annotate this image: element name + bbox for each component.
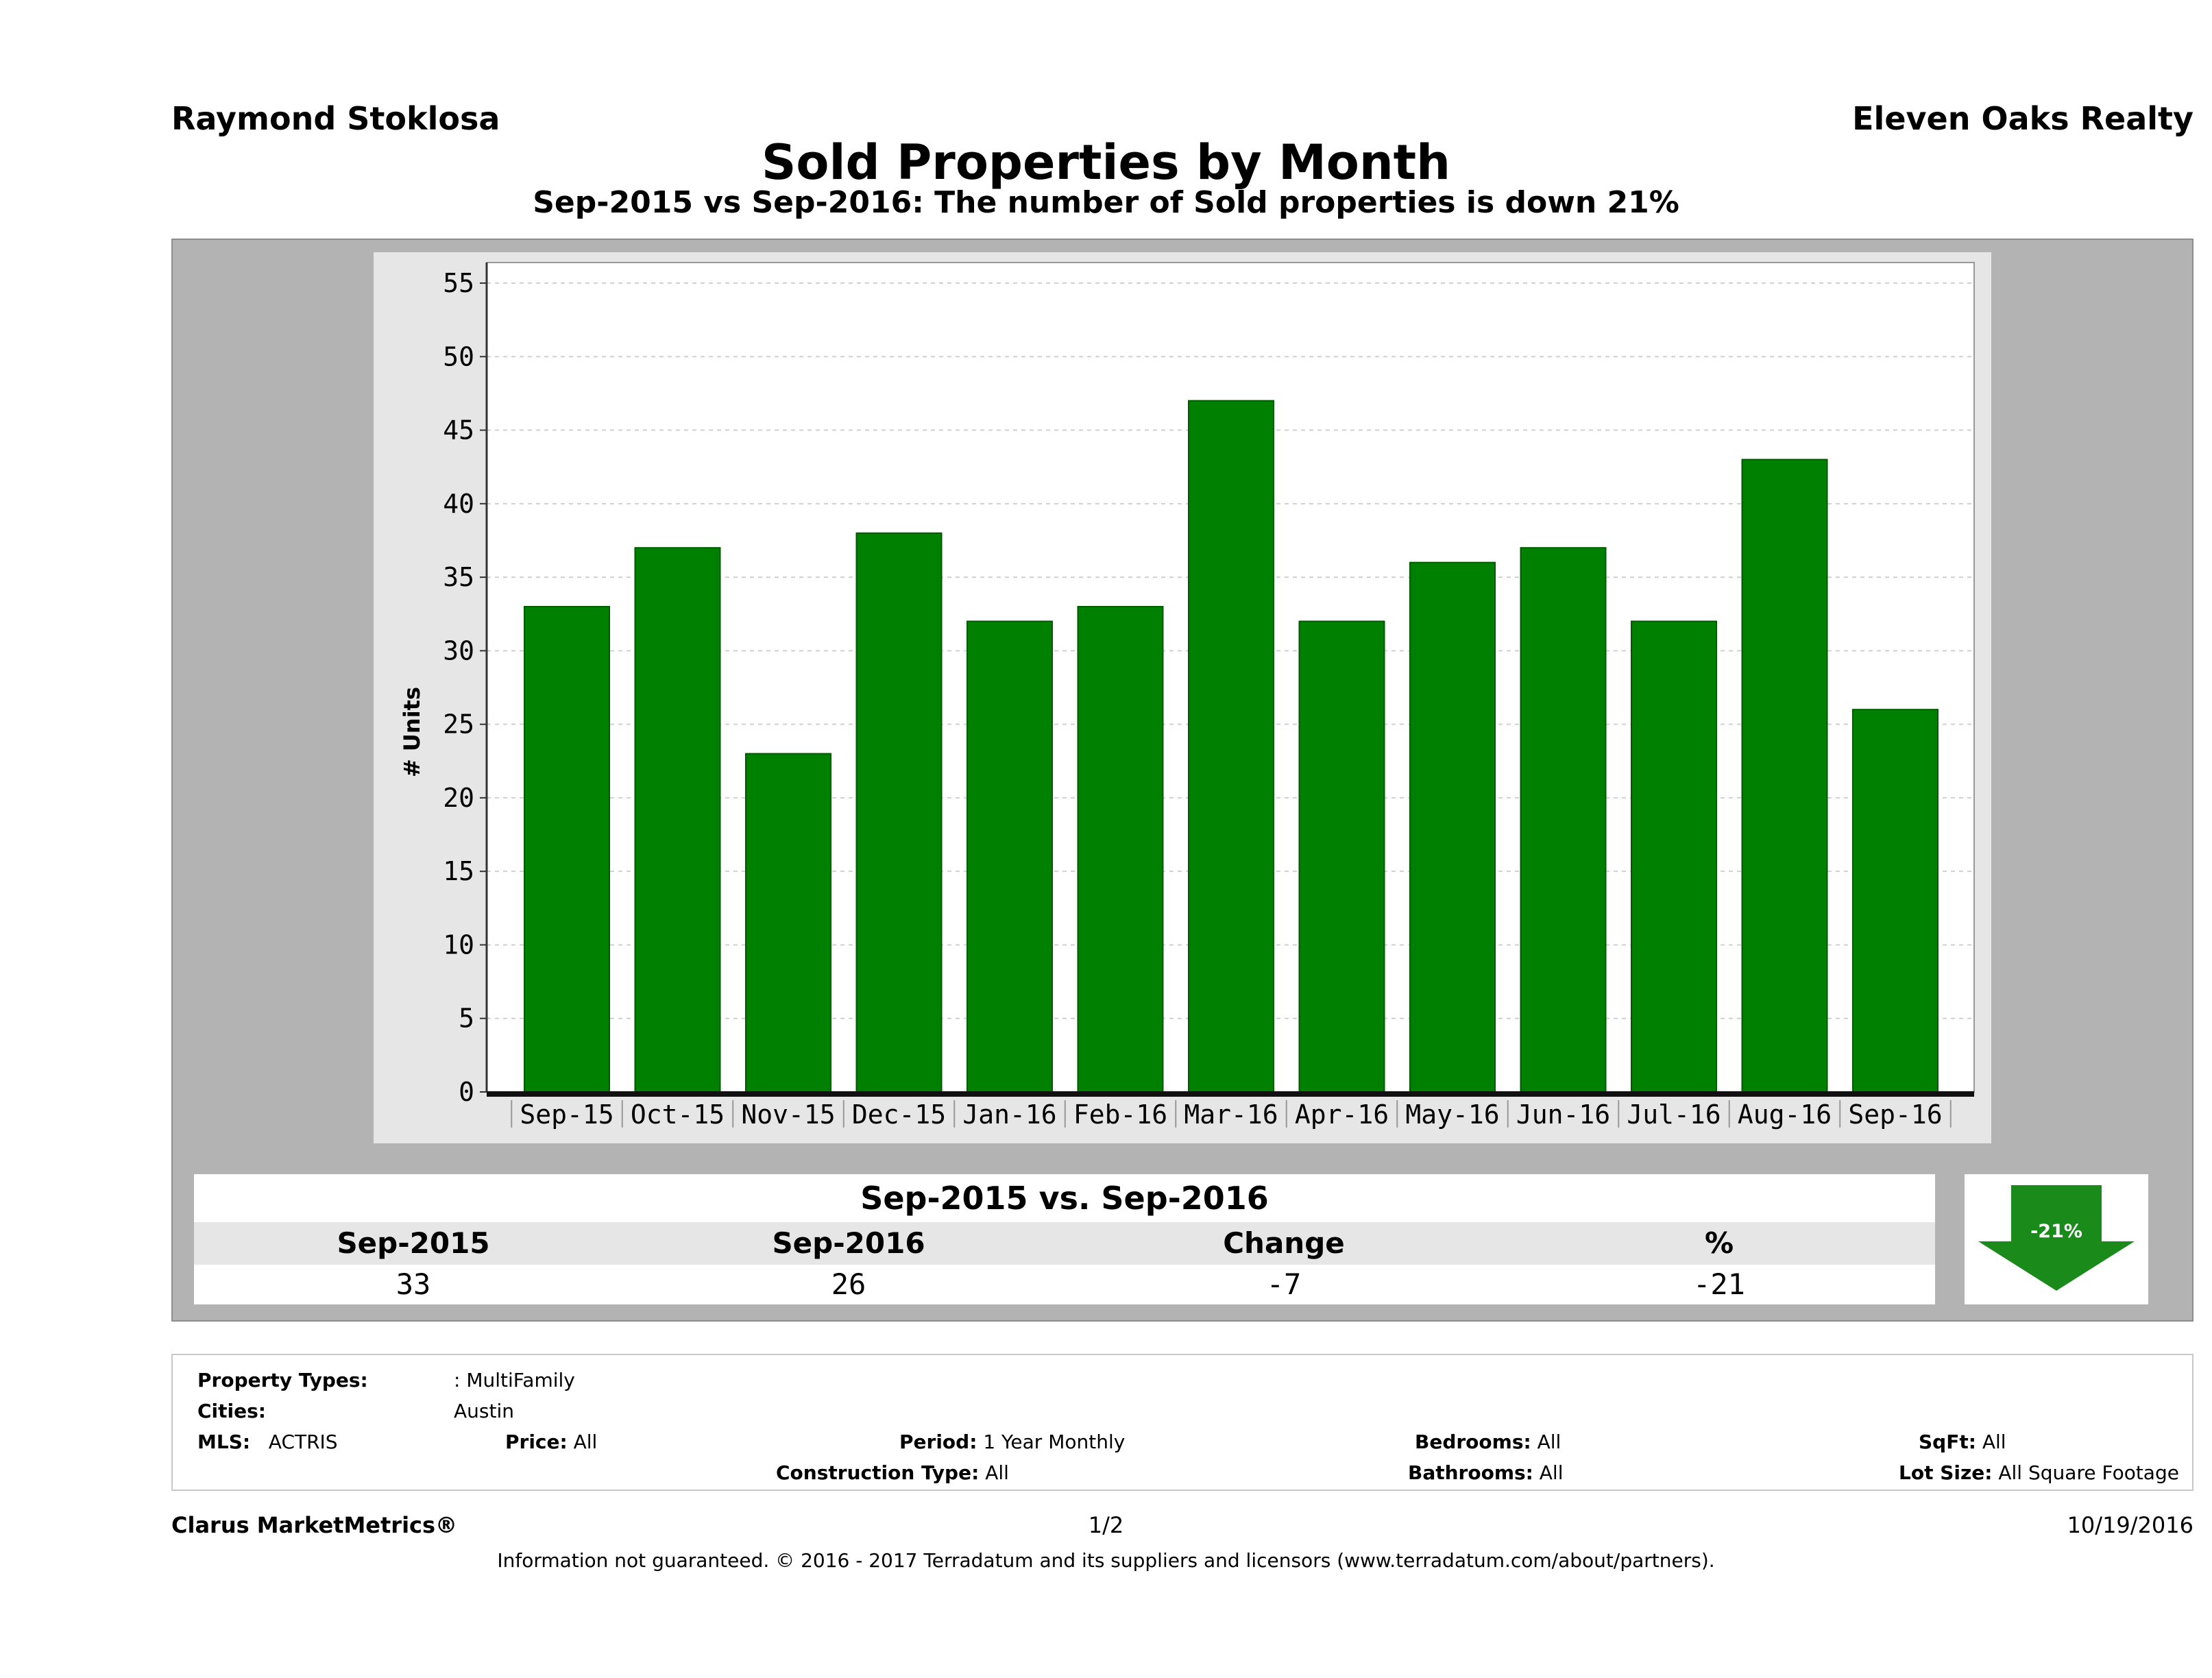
y-tick-label: 10 bbox=[443, 929, 474, 960]
x-tick-label: May-16 bbox=[1405, 1099, 1499, 1130]
comparison-header-prev: Sep-2015 bbox=[337, 1226, 490, 1260]
x-tick-label: Mar-16 bbox=[1184, 1099, 1278, 1130]
down-arrow-icon: -21% bbox=[1978, 1185, 2135, 1291]
x-tick-label: Jun-16 bbox=[1516, 1099, 1610, 1130]
y-tick-label: 40 bbox=[443, 489, 474, 519]
bars bbox=[524, 400, 1938, 1093]
y-tick-label: 25 bbox=[443, 709, 474, 740]
company-name: Eleven Oaks Realty bbox=[1852, 100, 2193, 137]
bar-nov-15 bbox=[745, 753, 831, 1093]
x-tick-label: Oct-15 bbox=[631, 1099, 725, 1130]
bar-oct-15 bbox=[634, 547, 721, 1093]
comparison-value-row: 33 26 -7 -21 bbox=[194, 1265, 1935, 1304]
change-indicator: -21% bbox=[1965, 1174, 2148, 1304]
filter-price: Price: All bbox=[505, 1431, 598, 1453]
page-number: 1/2 bbox=[1088, 1512, 1124, 1538]
y-tick-label: 55 bbox=[443, 268, 474, 298]
filter-property-types-value: : MultiFamily bbox=[454, 1369, 575, 1391]
y-axis-ticks: 0 5 10 15 20 25 30 35 40 45 50 55 bbox=[443, 263, 488, 1107]
comparison-header-percent: % bbox=[1704, 1226, 1734, 1260]
comparison-value-prev: 33 bbox=[396, 1267, 431, 1301]
y-tick-label: 15 bbox=[443, 856, 474, 886]
x-tick-label: Jul-16 bbox=[1627, 1099, 1721, 1130]
comparison-title: Sep-2015 vs. Sep-2016 bbox=[194, 1174, 1935, 1222]
y-axis-label: # Units bbox=[399, 687, 425, 777]
bar-dec-15 bbox=[855, 532, 943, 1093]
y-tick-label: 30 bbox=[443, 635, 474, 666]
bar-may-16 bbox=[1409, 561, 1496, 1093]
change-badge: -21% bbox=[2030, 1221, 2082, 1242]
agent-name: Raymond Stoklosa bbox=[171, 100, 500, 137]
y-tick-label: 0 bbox=[459, 1077, 474, 1107]
filter-property-types: Property Types: bbox=[197, 1369, 368, 1391]
y-tick-label: 35 bbox=[443, 562, 474, 592]
y-tick-label: 20 bbox=[443, 783, 474, 813]
x-tick-label: Feb-16 bbox=[1073, 1099, 1167, 1130]
filter-period: Period: 1 Year Monthly bbox=[899, 1431, 1126, 1453]
y-tick-label: 50 bbox=[443, 341, 474, 372]
filter-cities: Cities: bbox=[197, 1400, 266, 1422]
footer-brand: Clarus MarketMetrics® bbox=[171, 1512, 458, 1538]
x-tick-label: Aug-16 bbox=[1738, 1099, 1832, 1130]
y-tick-label: 5 bbox=[459, 1004, 474, 1034]
bar-chart: 0 5 10 15 20 25 30 35 40 45 50 55 Sep-15 Oct-15 Nov-1… bbox=[399, 262, 1975, 1130]
x-tick-label: Sep-15 bbox=[520, 1099, 613, 1130]
filter-bathrooms: Bathrooms: All bbox=[1408, 1461, 1564, 1484]
bar-jan-16 bbox=[967, 620, 1053, 1093]
bar-mar-16 bbox=[1188, 400, 1274, 1093]
y-tick-label: 45 bbox=[443, 415, 474, 446]
comparison-header-change: Change bbox=[1223, 1226, 1345, 1260]
bar-feb-16 bbox=[1077, 606, 1164, 1093]
bar-sep-16 bbox=[1852, 709, 1938, 1093]
filter-sqft: SqFt: All bbox=[1919, 1431, 2006, 1453]
filter-cities-value: Austin bbox=[454, 1400, 514, 1422]
bar-apr-16 bbox=[1298, 620, 1385, 1093]
comparison-header-row: Sep-2015 Sep-2016 Change % bbox=[194, 1222, 1935, 1265]
comparison-value-percent: -21 bbox=[1693, 1267, 1745, 1301]
x-tick-label: Jan-16 bbox=[962, 1099, 1056, 1130]
filter-mls: MLS: ACTRIS bbox=[197, 1431, 338, 1453]
report-subtitle: Sep-2015 vs Sep-2016: The number of Sold… bbox=[533, 185, 1679, 220]
filter-bedrooms: Bedrooms: All bbox=[1415, 1431, 1561, 1453]
bar-jul-16 bbox=[1631, 620, 1717, 1093]
report-title: Sold Properties by Month bbox=[762, 134, 1450, 191]
filter-lot-size: Lot Size: All Square Footage bbox=[1899, 1461, 2179, 1484]
x-tick-label: Sep-16 bbox=[1848, 1099, 1942, 1130]
x-axis-ticks: Sep-15 Oct-15 Nov-15 Dec-15 Jan-16 Feb-16 Mar-… bbox=[487, 1091, 1974, 1130]
comparison-value-change: -7 bbox=[1266, 1267, 1302, 1301]
comparison-value-curr: 26 bbox=[831, 1267, 866, 1301]
comparison-header-curr: Sep-2016 bbox=[772, 1226, 925, 1260]
x-tick-label: Apr-16 bbox=[1295, 1099, 1389, 1130]
bar-jun-16 bbox=[1520, 547, 1607, 1093]
x-tick-label: Nov-15 bbox=[741, 1099, 835, 1130]
filter-summary: Property Types: : MultiFamily Cities: Au… bbox=[171, 1354, 2193, 1491]
report-date: 10/19/2016 bbox=[2067, 1512, 2193, 1538]
bar-aug-16 bbox=[1741, 459, 1828, 1093]
x-tick-label: Dec-15 bbox=[852, 1099, 946, 1130]
filter-construction-type: Construction Type: All bbox=[776, 1461, 1009, 1484]
bar-sep-15 bbox=[524, 606, 610, 1093]
disclaimer: Information not guaranteed. © 2016 - 201… bbox=[497, 1549, 1715, 1572]
